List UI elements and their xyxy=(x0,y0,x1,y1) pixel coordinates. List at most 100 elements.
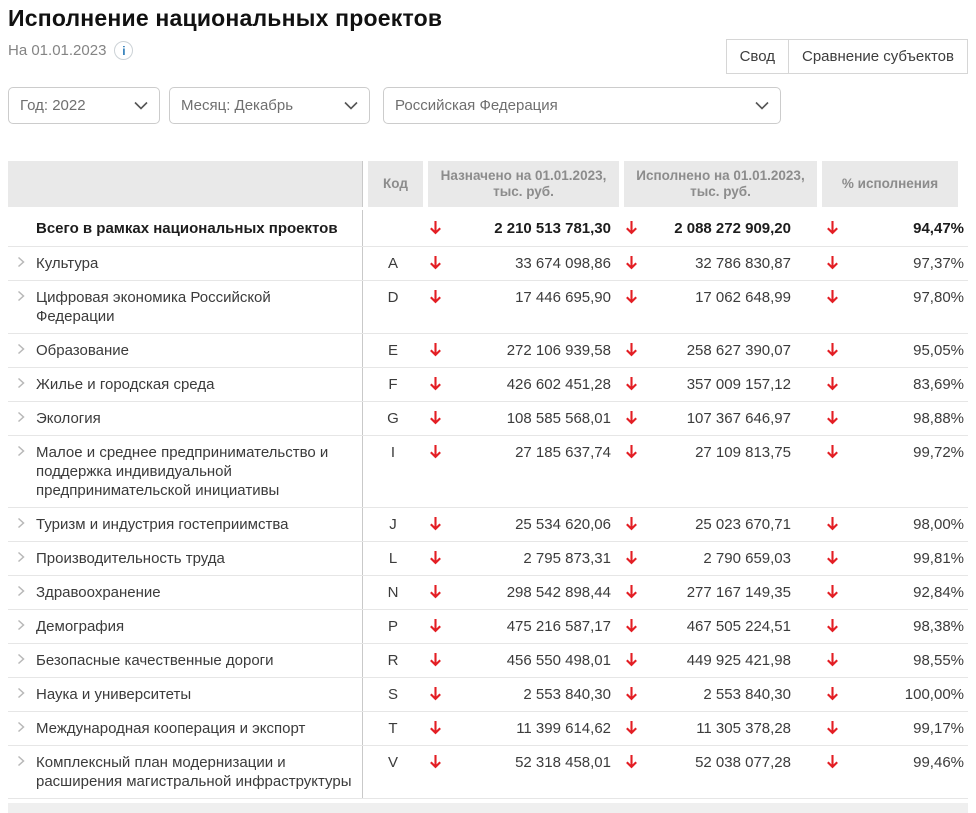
table-row[interactable]: Безопасные качественные дороги R 456 550… xyxy=(8,644,968,678)
executed-value: 32 786 830,87 xyxy=(695,255,791,272)
percent-value: 97,80% xyxy=(913,289,964,306)
info-icon[interactable]: i xyxy=(114,41,134,60)
expand-chevron-icon[interactable] xyxy=(15,343,27,355)
percent-value: 95,05% xyxy=(913,342,964,359)
trend-down-icon xyxy=(626,290,637,304)
expand-chevron-icon[interactable] xyxy=(15,377,27,389)
trend-down-icon xyxy=(827,290,838,304)
expand-chevron-icon[interactable] xyxy=(15,721,27,733)
percent-value: 98,88% xyxy=(913,410,964,427)
table-body: Всего в рамках национальных проектов 2 2… xyxy=(8,210,968,799)
executed-value: 2 088 272 909,20 xyxy=(674,220,791,237)
trend-down-icon xyxy=(430,343,441,357)
row-code: V xyxy=(387,754,398,771)
trend-down-icon xyxy=(827,256,838,270)
assigned-value: 11 399 614,62 xyxy=(516,720,611,737)
page-title: Исполнение национальных проектов xyxy=(8,5,443,31)
chevron-down-icon xyxy=(344,101,358,110)
expand-chevron-icon[interactable] xyxy=(15,585,27,597)
executed-value: 357 009 157,12 xyxy=(686,376,791,393)
trend-down-icon xyxy=(827,619,838,633)
header-code-column: Код xyxy=(363,161,423,207)
trend-down-icon xyxy=(827,445,838,459)
table-row[interactable]: Всего в рамках национальных проектов 2 2… xyxy=(8,210,968,247)
expand-chevron-icon[interactable] xyxy=(15,755,27,767)
trend-down-icon xyxy=(430,585,441,599)
percent-value: 99,72% xyxy=(913,444,964,461)
expand-chevron-icon[interactable] xyxy=(15,551,27,563)
percent-value: 92,84% xyxy=(913,584,964,601)
page-header: Исполнение национальных проектов На 01.0… xyxy=(8,0,968,74)
row-name: Культура xyxy=(36,255,99,272)
executed-value: 11 305 378,28 xyxy=(696,720,791,737)
executed-value: 25 023 670,71 xyxy=(695,516,791,533)
assigned-value: 272 106 939,58 xyxy=(506,342,611,359)
row-code: N xyxy=(387,584,399,601)
table-row[interactable]: Жилье и городская среда F 426 602 451,28… xyxy=(8,368,968,402)
percent-value: 99,17% xyxy=(913,720,964,737)
table-row[interactable]: Наука и университеты S 2 553 840,30 2 55… xyxy=(8,678,968,712)
trend-down-icon xyxy=(626,585,637,599)
expand-chevron-icon[interactable] xyxy=(15,445,27,457)
summary-view-button[interactable]: Свод xyxy=(726,40,788,73)
chevron-down-icon xyxy=(755,101,769,110)
percent-value: 98,00% xyxy=(913,516,964,533)
assigned-value: 27 185 637,74 xyxy=(515,444,611,461)
assigned-value: 2 795 873,31 xyxy=(523,550,611,567)
percent-value: 99,81% xyxy=(913,550,964,567)
expand-chevron-icon[interactable] xyxy=(15,653,27,665)
compare-subjects-button[interactable]: Сравнение субъектов xyxy=(787,40,967,73)
expand-chevron-icon[interactable] xyxy=(15,687,27,699)
assigned-value: 33 674 098,86 xyxy=(515,255,611,272)
trend-down-icon xyxy=(626,721,637,735)
row-name: Цифровая экономика Российской Федерации xyxy=(36,289,271,325)
trend-down-icon xyxy=(430,411,441,425)
trend-down-icon xyxy=(430,687,441,701)
expand-chevron-icon[interactable] xyxy=(15,619,27,631)
row-name: Жилье и городская среда xyxy=(36,376,215,393)
month-select[interactable]: Месяц: Декабрь xyxy=(169,87,370,124)
table-row[interactable]: Здравоохранение N 298 542 898,44 277 167… xyxy=(8,576,968,610)
table-row[interactable]: Образование E 272 106 939,58 258 627 390… xyxy=(8,334,968,368)
trend-down-icon xyxy=(626,221,637,235)
row-name: Здравоохранение xyxy=(36,584,161,601)
table-row[interactable]: Малое и среднее предпринимательство и по… xyxy=(8,436,968,508)
trend-down-icon xyxy=(430,551,441,565)
table-row[interactable]: Производительность труда L 2 795 873,31 … xyxy=(8,542,968,576)
report-date: На 01.01.2023 xyxy=(8,42,107,59)
expand-chevron-icon[interactable] xyxy=(15,517,27,529)
header-name-column xyxy=(8,161,363,207)
executed-value: 17 062 648,99 xyxy=(695,289,791,306)
row-name: Международная кооперация и экспорт xyxy=(36,720,306,737)
row-name: Туризм и индустрия гостеприимства xyxy=(36,516,289,533)
trend-down-icon xyxy=(827,687,838,701)
trend-down-icon xyxy=(430,445,441,459)
row-name: Наука и университеты xyxy=(36,686,192,703)
region-select[interactable]: Российская Федерация xyxy=(383,87,781,124)
expand-chevron-icon[interactable] xyxy=(15,290,27,302)
table-header-row: Код Назначено на 01.01.2023, тыс. руб. И… xyxy=(8,161,968,207)
row-code xyxy=(363,210,423,246)
table-row[interactable]: Туризм и индустрия гостеприимства J 25 5… xyxy=(8,508,968,542)
trend-down-icon xyxy=(430,619,441,633)
row-name: Малое и среднее предпринимательство и по… xyxy=(36,444,329,499)
year-select[interactable]: Год: 2022 xyxy=(8,87,160,124)
row-code: F xyxy=(388,376,398,393)
trend-down-icon xyxy=(827,517,838,531)
table-row[interactable]: Демография P 475 216 587,17 467 505 224,… xyxy=(8,610,968,644)
expand-chevron-icon[interactable] xyxy=(15,256,27,268)
expand-chevron-icon[interactable] xyxy=(15,411,27,423)
row-code: D xyxy=(387,289,399,306)
table-row[interactable]: Международная кооперация и экспорт T 11 … xyxy=(8,712,968,746)
trend-down-icon xyxy=(430,256,441,270)
table-row[interactable]: Экология G 108 585 568,01 107 367 646,97… xyxy=(8,402,968,436)
assigned-value: 456 550 498,01 xyxy=(506,652,611,669)
trend-down-icon xyxy=(430,221,441,235)
table-row[interactable]: Культура A 33 674 098,86 32 786 830,87 9… xyxy=(8,247,968,281)
trend-down-icon xyxy=(827,721,838,735)
trend-down-icon xyxy=(626,377,637,391)
table-row[interactable]: Комплексный план модернизации и расширен… xyxy=(8,746,968,799)
trend-down-icon xyxy=(626,619,637,633)
table-row[interactable]: Цифровая экономика Российской Федерации … xyxy=(8,281,968,334)
